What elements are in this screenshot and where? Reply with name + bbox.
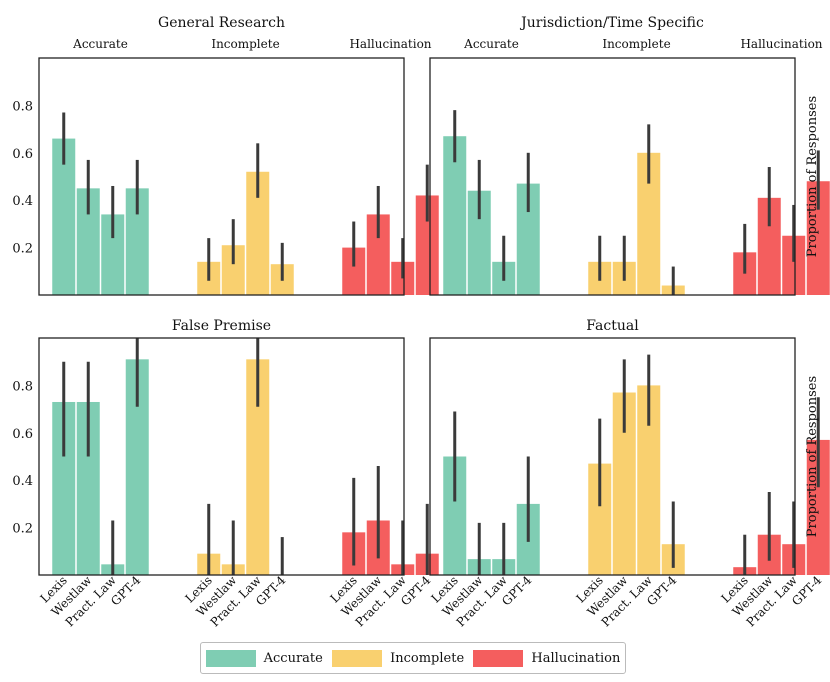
bar-incomplete-pract-law bbox=[246, 171, 270, 295]
bar-accurate-lexis bbox=[52, 401, 76, 575]
legend-label-incomplete: Incomplete bbox=[390, 650, 465, 666]
y-tick-label: 0.4 bbox=[12, 474, 33, 489]
y-tick-label: 0.8 bbox=[12, 379, 33, 394]
panel-title-false-premise: False Premise bbox=[172, 318, 271, 334]
y-tick-label: 0.2 bbox=[12, 242, 33, 257]
bar-hallucination-westlaw bbox=[366, 214, 390, 295]
y-tick-label: 0.4 bbox=[12, 194, 33, 209]
panel-title-factual: Factual bbox=[586, 318, 639, 334]
y-tick-label: 0.6 bbox=[12, 147, 33, 162]
group-header-hallucination: Hallucination bbox=[740, 37, 822, 51]
y-tick-label: 0.8 bbox=[12, 99, 33, 114]
panel-title-jurisdiction-time-specific: Jurisdiction/Time Specific bbox=[519, 15, 704, 31]
group-header-accurate: Accurate bbox=[463, 37, 519, 51]
group-header-incomplete: Incomplete bbox=[211, 37, 279, 51]
bar-accurate-lexis bbox=[443, 456, 467, 575]
bar-accurate-gpt-4 bbox=[516, 183, 540, 295]
bar-incomplete-westlaw bbox=[612, 392, 636, 575]
bar-hallucination-pract-law bbox=[782, 235, 806, 295]
bar-hallucination-lexis bbox=[342, 247, 366, 295]
bar-accurate-westlaw bbox=[467, 190, 491, 295]
bar-accurate-gpt-4 bbox=[125, 188, 149, 295]
bar-accurate-gpt-4 bbox=[125, 359, 149, 575]
panel-frame-false-premise bbox=[38, 337, 405, 576]
bar-incomplete-pract-law bbox=[637, 385, 661, 575]
legend-item-accurate: Accurate bbox=[205, 649, 323, 667]
bar-accurate-lexis bbox=[52, 138, 76, 295]
legend-item-hallucination: Hallucination bbox=[473, 649, 621, 667]
bar-hallucination-gpt-4 bbox=[415, 195, 439, 295]
legend-item-incomplete: Incomplete bbox=[332, 649, 465, 667]
bar-incomplete-westlaw bbox=[221, 245, 245, 295]
y-tick-label: 0.2 bbox=[12, 522, 33, 537]
bar-incomplete-lexis bbox=[588, 463, 612, 575]
legend-label-accurate: Accurate bbox=[263, 650, 323, 666]
legend-swatch-accurate bbox=[205, 649, 256, 667]
bar-incomplete-pract-law bbox=[246, 359, 270, 575]
group-header-accurate: Accurate bbox=[72, 37, 128, 51]
bar-accurate-westlaw bbox=[76, 188, 100, 295]
group-header-incomplete: Incomplete bbox=[602, 37, 670, 51]
bar-accurate-westlaw bbox=[76, 401, 100, 575]
bar-accurate-pract-law bbox=[101, 214, 125, 295]
panel-frame-general-research bbox=[38, 57, 405, 296]
bar-hallucination-gpt-4 bbox=[806, 181, 830, 295]
bar-accurate-lexis bbox=[443, 136, 467, 295]
panel-frame-factual bbox=[429, 337, 796, 576]
chart-legend: Accurate Incomplete Hallucination bbox=[200, 642, 626, 674]
y-axis-label: Proportion of Responses bbox=[805, 376, 820, 537]
y-axis-label: Proportion of Responses bbox=[805, 96, 820, 257]
legend-swatch-hallucination bbox=[473, 649, 524, 667]
panel-frame-jurisdiction-time-specific bbox=[429, 57, 796, 296]
bar-hallucination-westlaw bbox=[757, 197, 781, 295]
bar-hallucination-gpt-4 bbox=[806, 439, 830, 575]
y-tick-label: 0.6 bbox=[12, 427, 33, 442]
bar-incomplete-pract-law bbox=[637, 152, 661, 295]
group-header-hallucination: Hallucination bbox=[349, 37, 431, 51]
panel-title-general-research: General Research bbox=[158, 15, 285, 31]
legend-label-hallucination: Hallucination bbox=[531, 650, 621, 666]
legend-swatch-incomplete bbox=[332, 649, 383, 667]
